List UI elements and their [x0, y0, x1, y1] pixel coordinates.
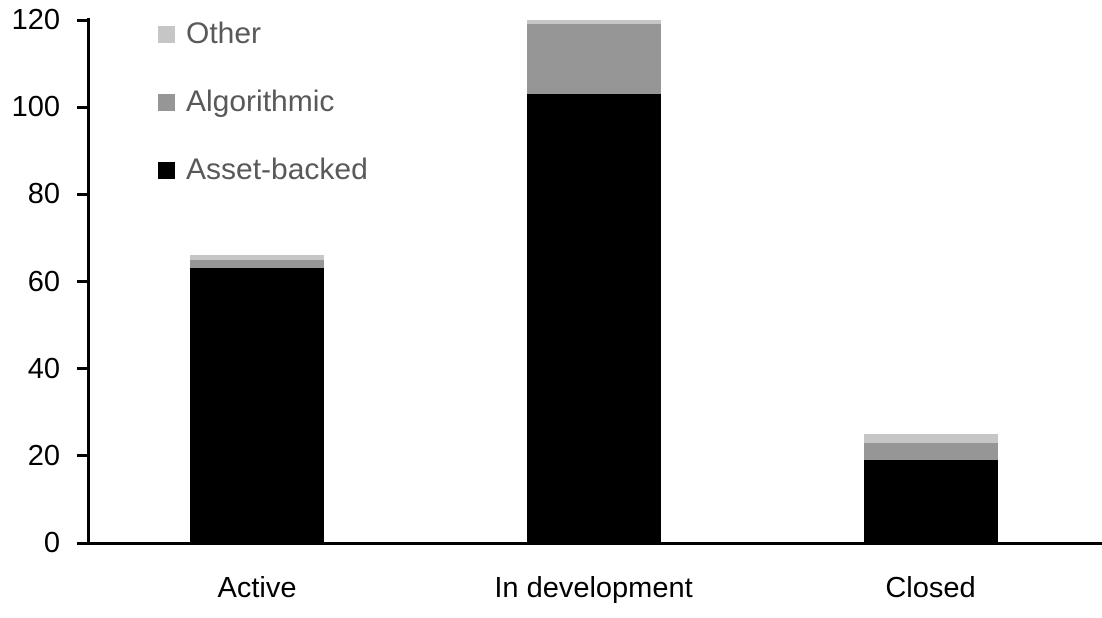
y-axis-tick-label: 40: [27, 352, 60, 385]
y-axis-tick-label: 0: [43, 527, 60, 559]
x-category-label: Closed: [885, 572, 976, 604]
y-axis-tick-label: 80: [27, 178, 60, 211]
bar-segment-other-active: [190, 255, 324, 260]
y-tick-mark: [77, 367, 88, 371]
legend-item-label: Algorithmic: [186, 85, 335, 118]
y-tick-mark: [77, 192, 88, 196]
x-category-label: Active: [217, 572, 297, 604]
y-tick-mark: [77, 454, 88, 458]
legend-swatch-icon: [158, 161, 175, 179]
y-axis-tick-label: 20: [27, 439, 60, 472]
legend-item-other: Other: [158, 17, 261, 51]
bar-segment-other-closed: [863, 434, 998, 443]
bar-segment-algorithmic-active: [190, 259, 324, 269]
y-tick-mark: [77, 280, 88, 283]
bar-segment-other-in-development: [526, 20, 661, 25]
bar-segment-asset-backed-in-development: [526, 94, 661, 543]
bar-segment-asset-backed-closed: [863, 460, 998, 543]
bar-segment-algorithmic-in-development: [526, 24, 661, 95]
legend-item-asset-backed: Asset-backed: [158, 153, 368, 187]
y-tick-mark: [77, 105, 88, 109]
y-axis-tick-label: 60: [27, 265, 60, 298]
bar-segment-asset-backed-active: [190, 268, 324, 543]
y-axis-tick-label: 100: [11, 91, 60, 124]
legend-item-label: Asset-backed: [186, 153, 368, 186]
legend-item-label: Other: [186, 17, 262, 50]
legend-swatch-icon: [158, 25, 175, 43]
bar-segment-algorithmic-closed: [863, 442, 998, 461]
y-axis-line: [87, 18, 90, 544]
legend-item-algorithmic: Algorithmic: [158, 85, 334, 119]
y-axis-tick-label: 120: [11, 4, 60, 36]
x-category-label: In development: [494, 572, 693, 604]
y-tick-mark: [77, 18, 88, 22]
x-axis-line: [77, 541, 1102, 545]
legend-swatch-icon: [158, 93, 175, 111]
